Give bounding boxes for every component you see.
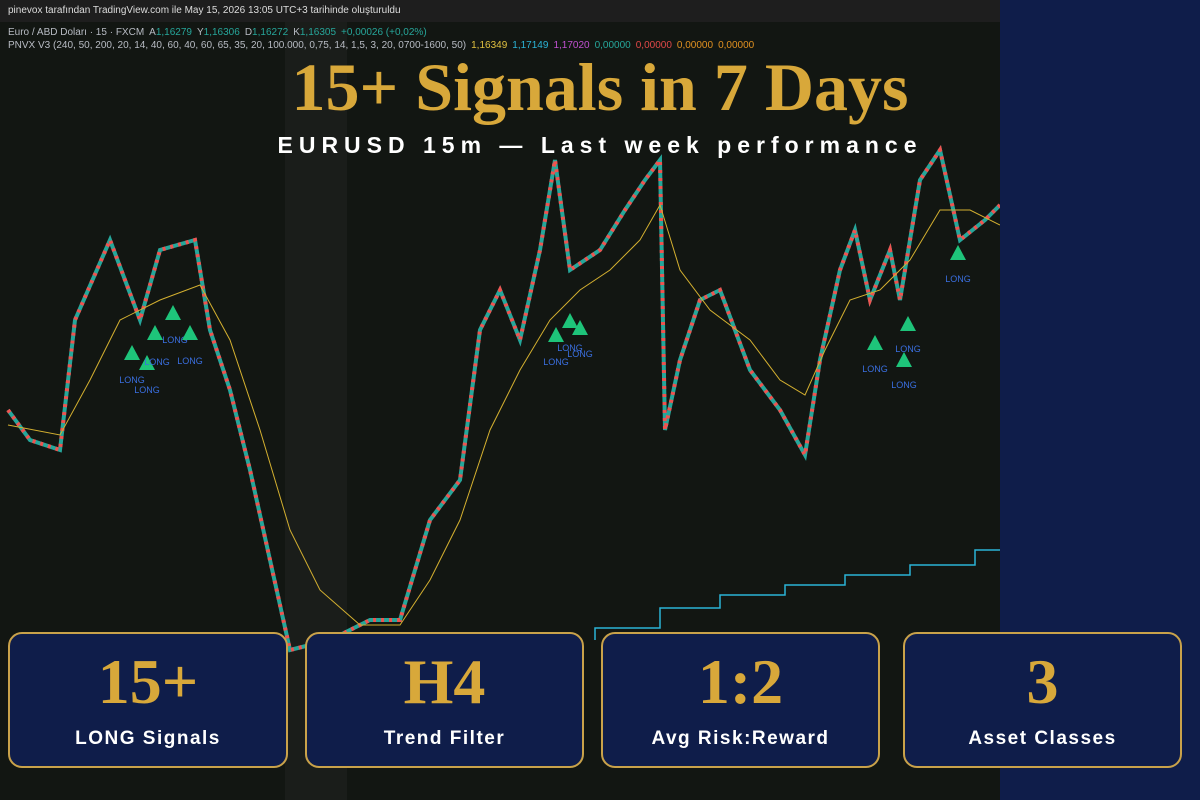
symbol: Euro / ABD Doları · 15 · FXCM xyxy=(8,27,145,38)
signal-label: LONG xyxy=(543,357,569,367)
ohlc-label: D xyxy=(244,27,253,38)
indicator-value: 1,17149 xyxy=(512,40,549,51)
stop-line xyxy=(594,549,1000,640)
stat-card: 3 Asset Classes xyxy=(903,632,1182,768)
signal-label: LONG xyxy=(162,335,188,345)
signal-arrow xyxy=(165,305,181,320)
ohlc-value: 1,16279 xyxy=(155,27,192,38)
stat-card: H4 Trend Filter xyxy=(305,632,584,768)
signal-label: LONG xyxy=(945,274,971,284)
indicator-value: 1,16349 xyxy=(471,40,508,51)
signal-label: LONG xyxy=(557,343,583,353)
signal-arrow xyxy=(139,355,155,370)
subtitle: EURUSD 15m — Last week performance xyxy=(277,132,923,158)
card-value: 15+ xyxy=(97,646,199,717)
indicator-value: 0,00000 xyxy=(594,40,631,51)
ohlc-value: 1,16306 xyxy=(203,27,240,38)
ohlc-label: Y xyxy=(196,27,204,38)
card-label: Avg Risk:Reward xyxy=(651,728,830,749)
ohlc-value: 1,16272 xyxy=(252,27,289,38)
indicator: PNVX V3 (240, 50, 200, 20, 14, 40, 60, 4… xyxy=(8,40,467,51)
ohlc-label: A xyxy=(149,27,156,38)
signal-label: LONG xyxy=(119,375,145,385)
signal-arrow xyxy=(548,327,564,342)
card-value: H4 xyxy=(403,646,486,717)
signal-arrow xyxy=(147,325,163,340)
signal-label: LONG xyxy=(134,385,160,395)
stat-card: 1:2 Avg Risk:Reward xyxy=(601,632,880,768)
symbol-legend: Euro / ABD Doları · 15 · FXCM A1,16279 Y1,… xyxy=(8,27,432,38)
signal-label: LONG xyxy=(891,380,917,390)
watermark: pinevox tarafından TradingView.com ile M… xyxy=(8,5,401,16)
card-value: 3 xyxy=(1026,646,1059,717)
signals: LONG LONG LONG LONG LONG LONG LONG LONG … xyxy=(119,245,971,395)
signal-label: LONG xyxy=(177,356,203,366)
signal-arrow xyxy=(950,245,966,260)
indicator-value: 0,00000 xyxy=(676,40,714,51)
moving-average xyxy=(7,203,1000,626)
change: +0,00026 (+0,02%) xyxy=(341,27,427,38)
header-bar xyxy=(0,0,1000,22)
signal-label: LONG xyxy=(895,344,921,354)
signal-arrow xyxy=(900,316,916,331)
signal-arrow xyxy=(182,325,198,340)
card-label: LONG Signals xyxy=(75,728,221,749)
ohlc-value: 1,16305 xyxy=(299,27,337,38)
price-line xyxy=(6,144,1000,653)
indicator-value: 0,00000 xyxy=(635,40,672,51)
signal-arrow xyxy=(867,335,883,350)
signal-label: LONG xyxy=(567,349,593,359)
signal-label: LONG xyxy=(862,364,888,374)
signal-arrow xyxy=(572,320,588,335)
indicator-value: 0,00000 xyxy=(718,40,755,51)
card-value: 1:2 xyxy=(697,646,784,717)
signal-arrow xyxy=(896,352,912,367)
stat-card: 15+ LONG Signals xyxy=(8,632,288,768)
ohlc-label: K xyxy=(293,27,300,38)
title: 15+ Signals in 7 Days xyxy=(291,49,909,125)
indicator-legend: PNVX V3 (240, 50, 200, 20, 14, 40, 60, 4… xyxy=(8,40,759,51)
card-label: Asset Classes xyxy=(968,728,1117,749)
card-label: Trend Filter xyxy=(383,728,506,749)
signal-label: LONG xyxy=(144,357,170,367)
indicator-value: 1,17020 xyxy=(553,40,590,51)
signal-arrow xyxy=(124,345,140,360)
signal-arrow xyxy=(562,313,578,328)
